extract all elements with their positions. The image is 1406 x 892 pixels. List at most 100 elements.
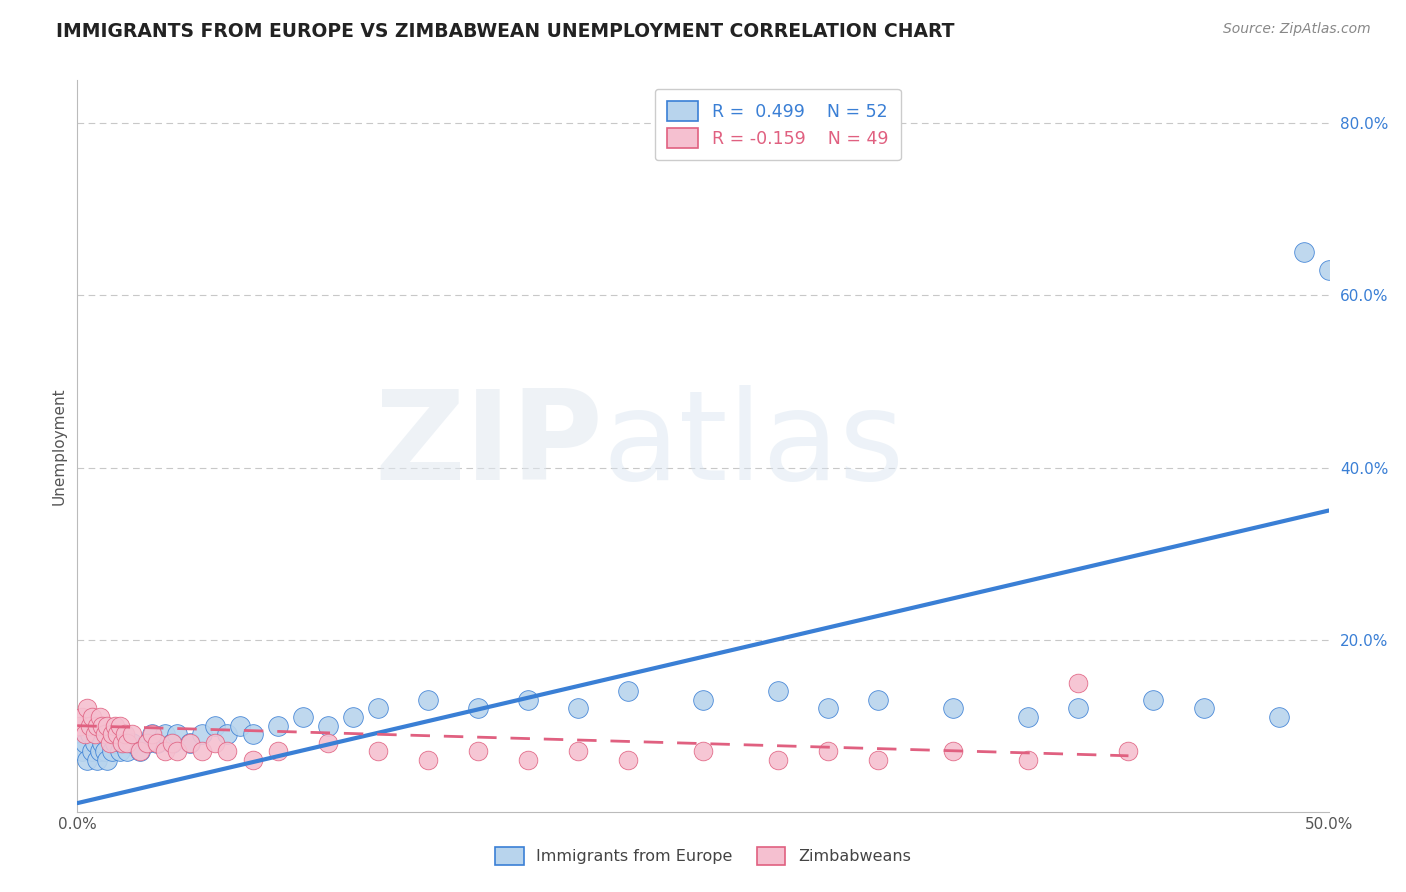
Point [129, 744, 152, 758]
Point [108, 744, 131, 758]
Point [942, 744, 965, 758]
Point [242, 727, 264, 741]
Point [153, 727, 176, 741]
Point [692, 693, 714, 707]
Point [83, 736, 105, 750]
Point [76, 701, 98, 715]
Point [86, 719, 108, 733]
Point [367, 701, 389, 715]
Point [567, 744, 589, 758]
Point [766, 753, 789, 767]
Point [141, 727, 163, 741]
Point [567, 701, 589, 715]
Point [204, 736, 226, 750]
Point [179, 736, 201, 750]
Point [72, 744, 94, 758]
Point [105, 727, 128, 741]
Point [942, 701, 965, 715]
Point [342, 710, 364, 724]
Point [1192, 701, 1215, 715]
Point [83, 727, 105, 741]
Point [101, 744, 124, 758]
Point [266, 719, 288, 733]
Point [146, 736, 169, 750]
Point [98, 736, 121, 750]
Point [101, 727, 124, 741]
Point [416, 753, 439, 767]
Point [104, 736, 127, 750]
Point [129, 744, 152, 758]
Point [162, 736, 184, 750]
Point [166, 727, 188, 741]
Point [91, 719, 114, 733]
Point [108, 719, 131, 733]
Point [94, 744, 117, 758]
Point [191, 727, 214, 741]
Point [1017, 753, 1039, 767]
Point [72, 710, 94, 724]
Point [79, 719, 101, 733]
Point [229, 719, 252, 733]
Point [114, 727, 136, 741]
Point [868, 693, 890, 707]
Point [136, 736, 159, 750]
Point [141, 727, 163, 741]
Point [204, 719, 226, 733]
Point [111, 736, 134, 750]
Point [416, 693, 439, 707]
Point [817, 744, 839, 758]
Point [162, 736, 184, 750]
Point [217, 727, 239, 741]
Point [82, 710, 104, 724]
Point [191, 744, 214, 758]
Text: Source: ZipAtlas.com: Source: ZipAtlas.com [1223, 22, 1371, 37]
Point [179, 736, 201, 750]
Point [89, 710, 111, 724]
Y-axis label: Unemployment: Unemployment [51, 387, 66, 505]
Point [291, 710, 314, 724]
Point [79, 727, 101, 741]
Point [516, 753, 538, 767]
Text: atlas: atlas [603, 385, 905, 507]
Point [1317, 262, 1340, 277]
Point [73, 727, 96, 741]
Point [146, 736, 169, 750]
Point [467, 744, 489, 758]
Point [217, 744, 239, 758]
Point [1017, 710, 1039, 724]
Point [467, 701, 489, 715]
Point [153, 744, 176, 758]
Point [617, 684, 640, 698]
Point [367, 744, 389, 758]
Point [111, 736, 134, 750]
Point [617, 753, 640, 767]
Point [1292, 245, 1315, 260]
Text: ZIP: ZIP [374, 385, 603, 507]
Point [242, 753, 264, 767]
Point [868, 753, 890, 767]
Point [86, 753, 108, 767]
Point [69, 719, 91, 733]
Point [117, 736, 139, 750]
Point [117, 744, 139, 758]
Point [1067, 701, 1090, 715]
Point [1067, 675, 1090, 690]
Point [91, 736, 114, 750]
Text: IMMIGRANTS FROM EUROPE VS ZIMBABWEAN UNEMPLOYMENT CORRELATION CHART: IMMIGRANTS FROM EUROPE VS ZIMBABWEAN UNE… [56, 22, 955, 41]
Point [692, 744, 714, 758]
Point [1142, 693, 1164, 707]
Point [1118, 744, 1140, 758]
Point [817, 701, 839, 715]
Point [96, 719, 118, 733]
Point [166, 744, 188, 758]
Point [89, 744, 111, 758]
Point [104, 719, 127, 733]
Point [73, 736, 96, 750]
Point [136, 736, 159, 750]
Point [76, 753, 98, 767]
Point [766, 684, 789, 698]
Point [266, 744, 288, 758]
Point [94, 727, 117, 741]
Legend: Immigrants from Europe, Zimbabweans: Immigrants from Europe, Zimbabweans [486, 838, 920, 873]
Point [121, 727, 143, 741]
